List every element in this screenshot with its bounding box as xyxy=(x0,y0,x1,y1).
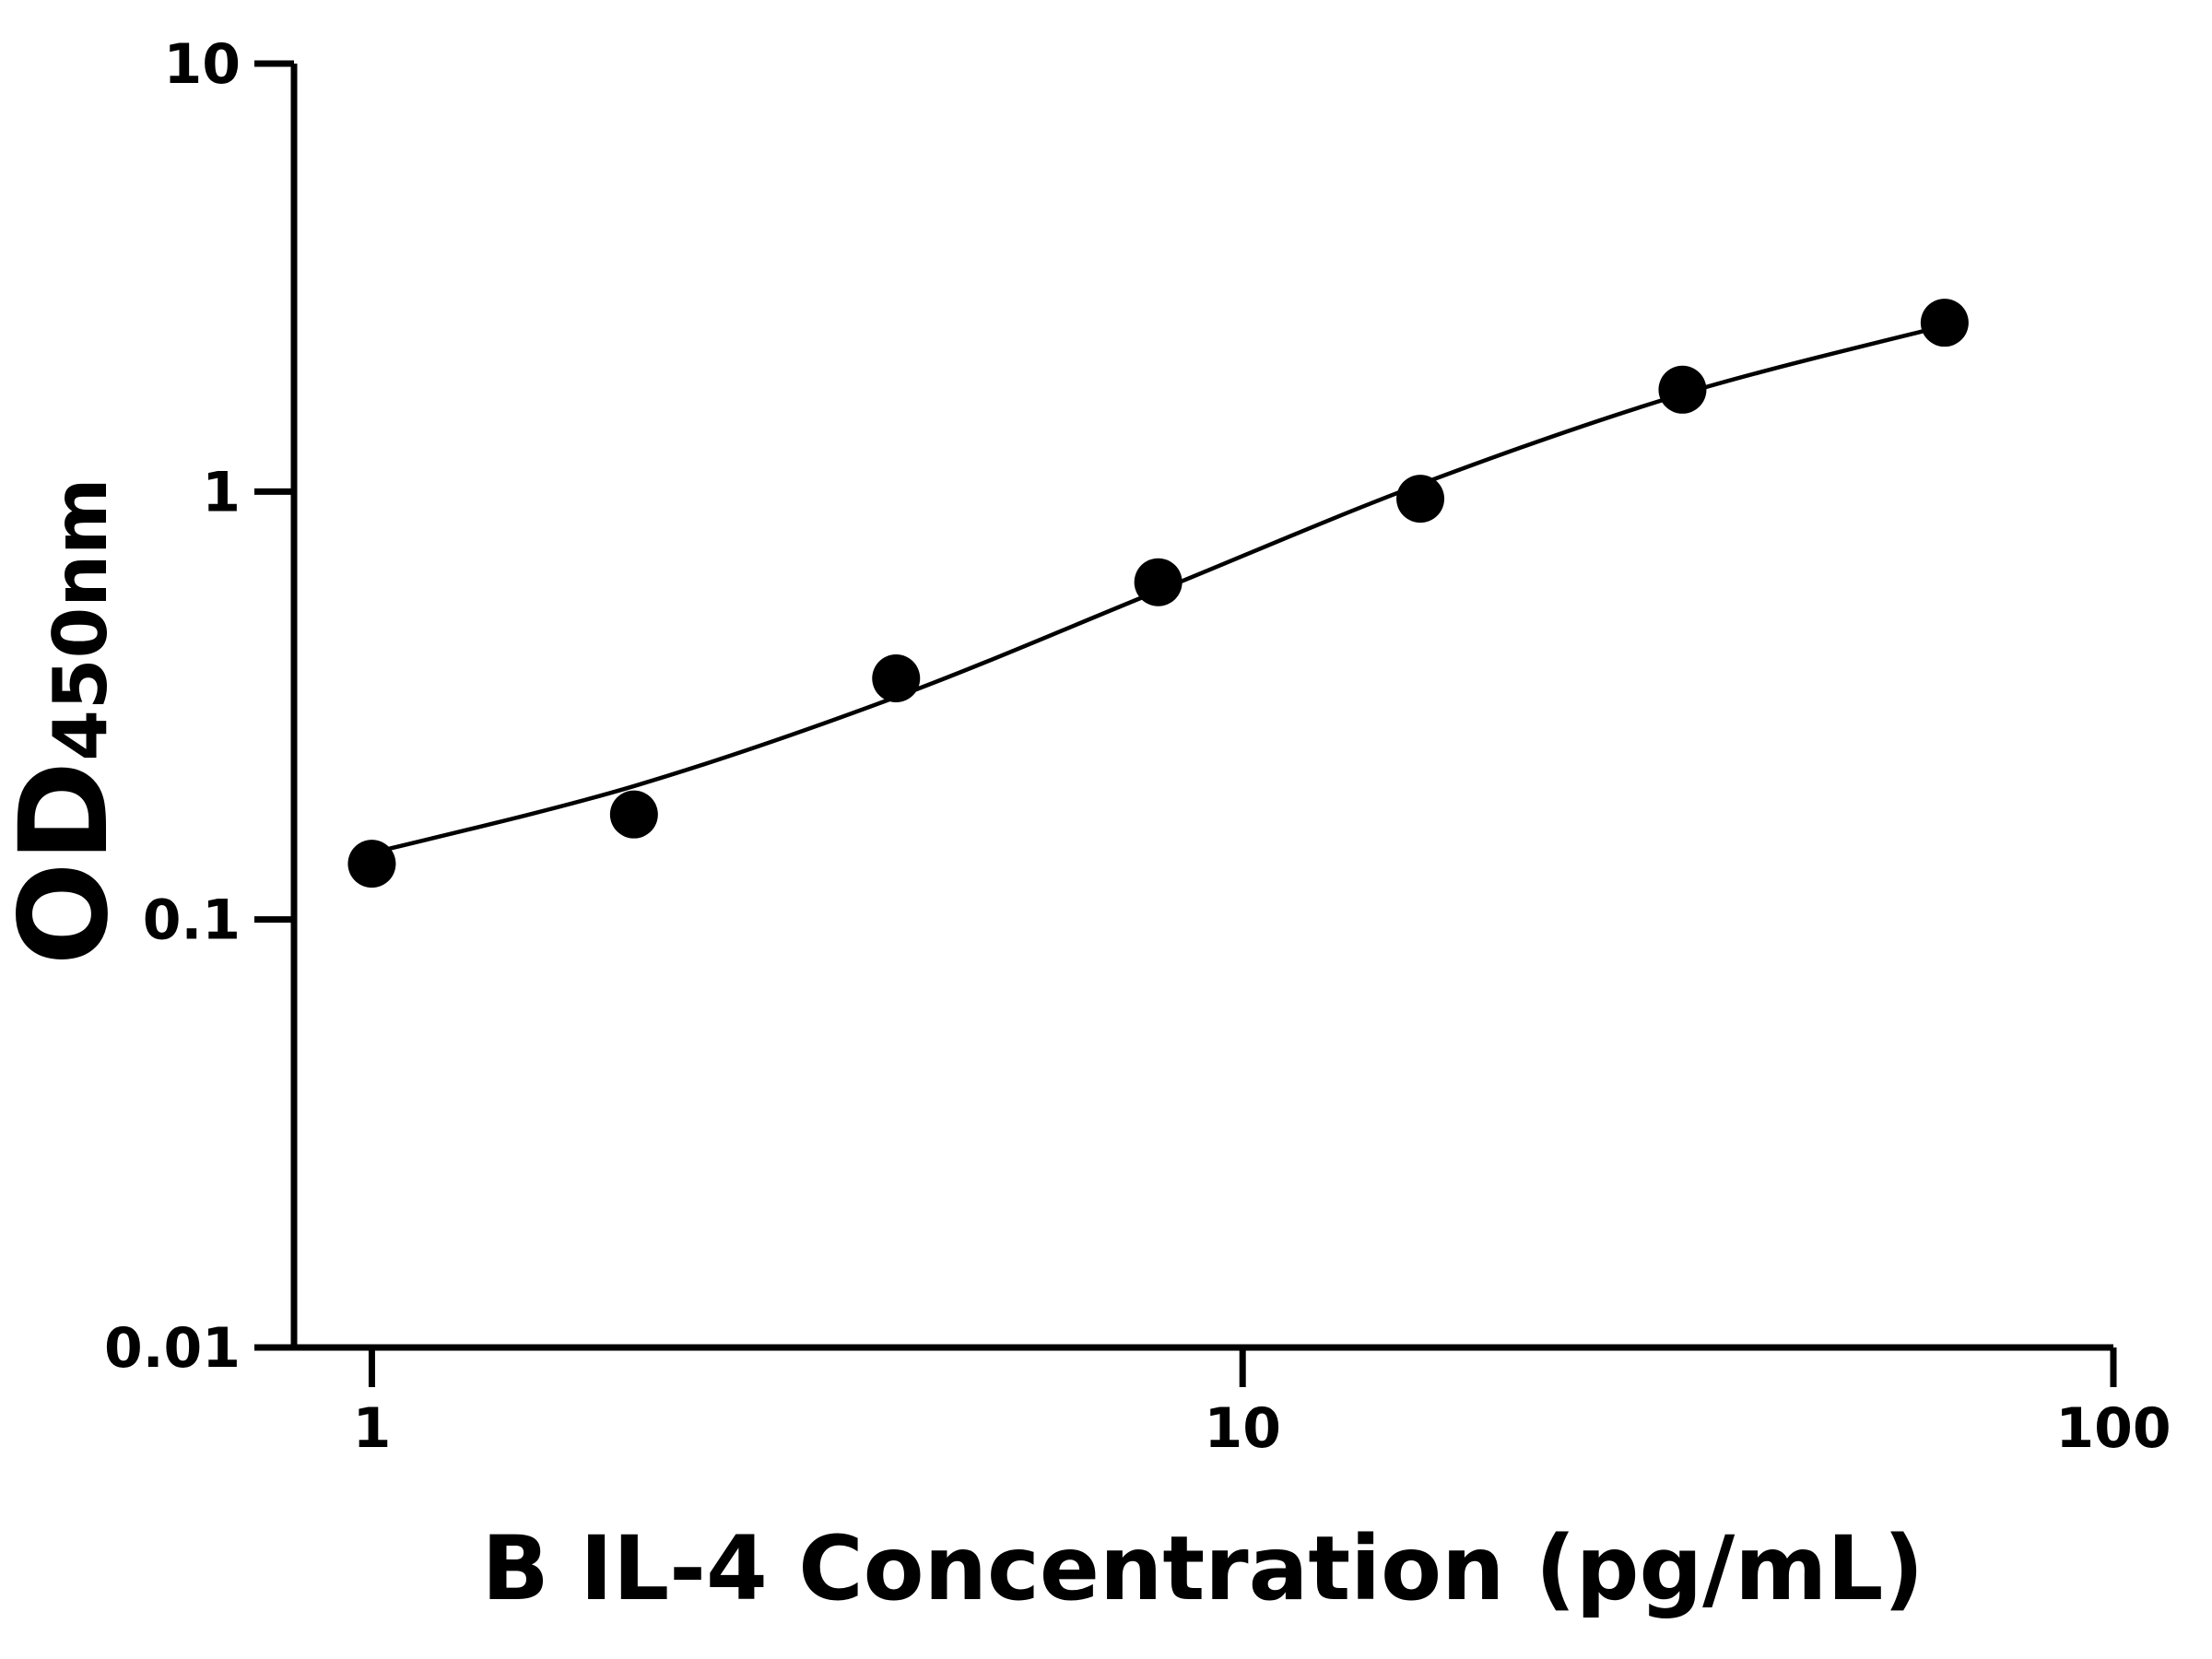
data-point xyxy=(1396,475,1445,524)
data-point xyxy=(1134,558,1182,606)
data-point xyxy=(609,790,658,839)
y-axis-title: OD450nm xyxy=(0,477,135,965)
data-point xyxy=(1658,365,1707,414)
y-axis-title-main: OD xyxy=(0,761,135,966)
x-axis-title: B IL-4 Concentration (pg/mL) xyxy=(482,1517,1924,1620)
x-tick-label: 10 xyxy=(1204,1396,1281,1461)
y-tick-label: 10 xyxy=(164,32,241,97)
y-tick-label: 0.01 xyxy=(104,1316,241,1381)
x-tick-label: 100 xyxy=(2055,1396,2171,1461)
y-tick-label: 1 xyxy=(202,460,241,524)
data-point xyxy=(1920,299,1969,347)
y-tick-label: 0.1 xyxy=(143,888,241,953)
y-axis-title-sub: 450nm xyxy=(38,477,124,760)
data-point xyxy=(872,654,921,703)
x-tick-label: 1 xyxy=(353,1396,392,1461)
data-point xyxy=(347,840,396,888)
